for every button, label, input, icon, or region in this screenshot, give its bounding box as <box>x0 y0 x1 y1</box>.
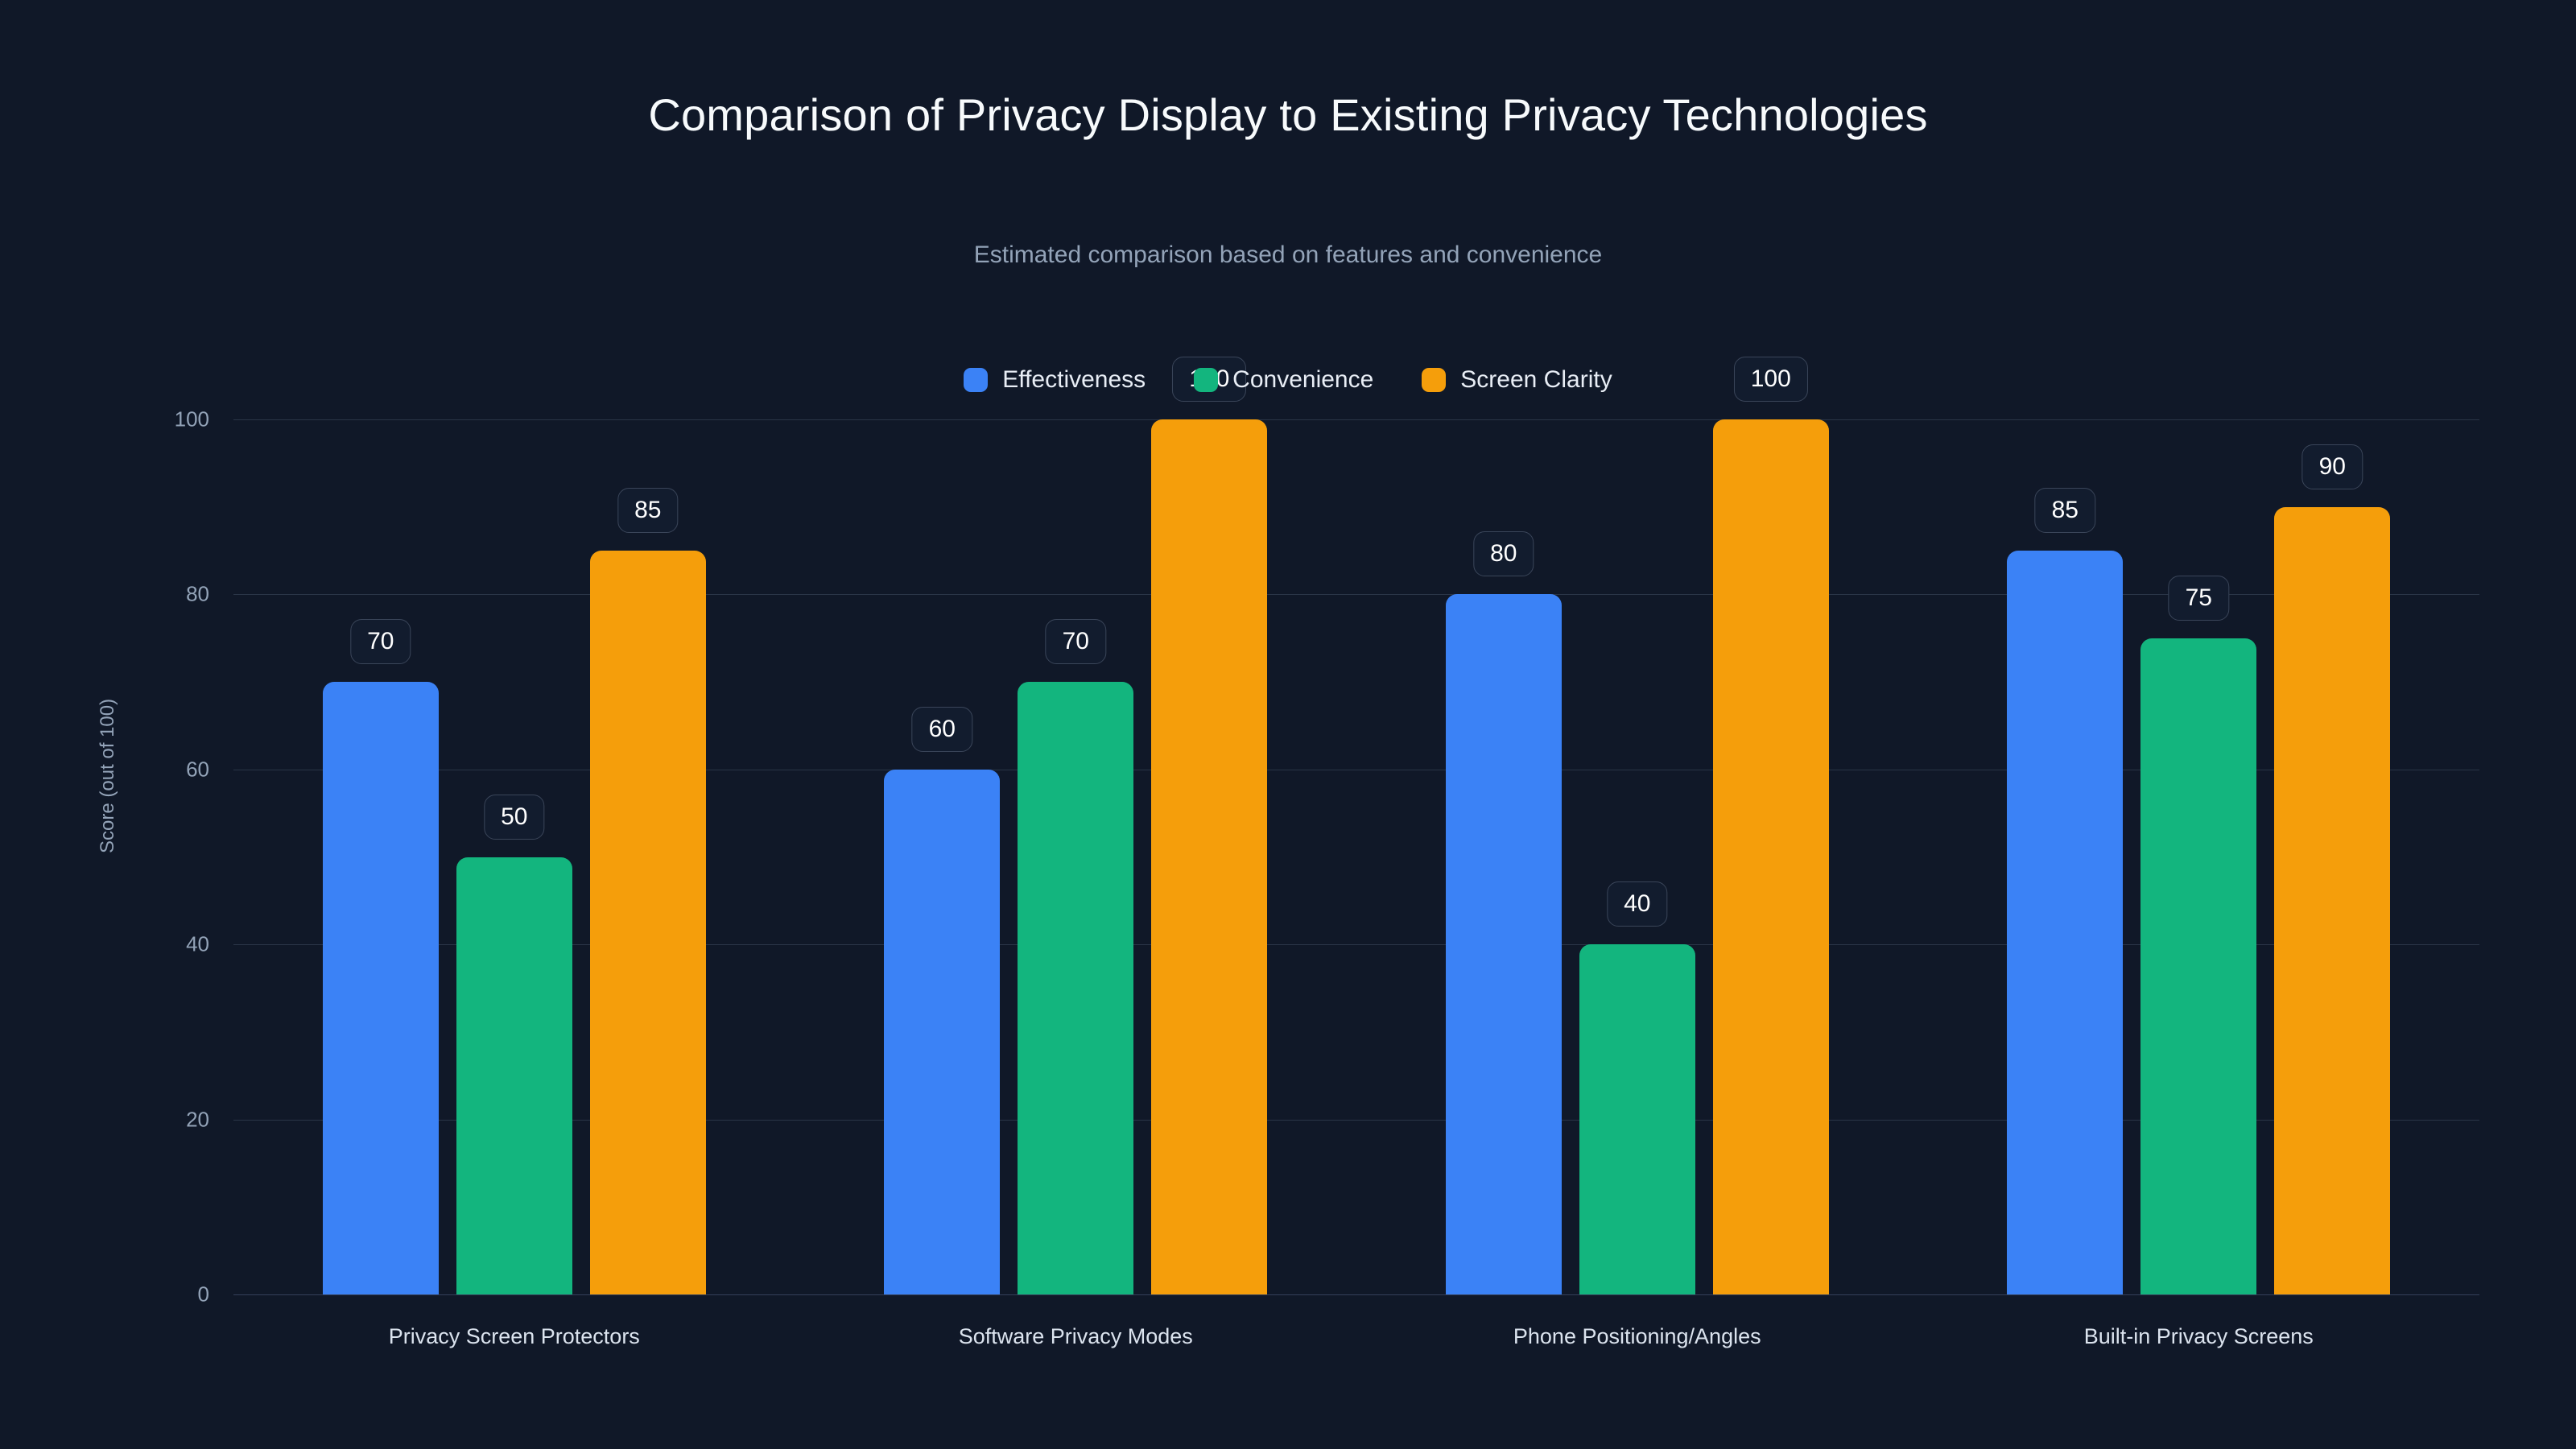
bar-effectiveness[interactable] <box>1445 594 1562 1294</box>
legend-swatch-icon <box>1422 368 1447 392</box>
data-label-badge: 75 <box>2168 575 2229 621</box>
x-axis-category-label: Software Privacy Modes <box>958 1324 1193 1348</box>
y-axis-tick-label: 60 <box>186 757 209 782</box>
legend-item-screen-clarity[interactable]: Screen Clarity <box>1422 366 1612 394</box>
legend-swatch-icon <box>1194 368 1219 392</box>
y-axis-tick-label: 100 <box>174 407 209 431</box>
data-label-badge: 40 <box>1607 881 1668 927</box>
data-label-badge: 100 <box>1733 357 1808 402</box>
legend-swatch-icon <box>964 368 989 392</box>
gridline <box>233 944 2479 946</box>
bar-screen-clarity[interactable] <box>2274 506 2391 1294</box>
bar-screen-clarity[interactable] <box>1151 419 1268 1294</box>
bar-effectiveness[interactable] <box>2007 551 2124 1294</box>
gridline <box>233 419 2479 420</box>
legend-item-label: Screen Clarity <box>1460 366 1612 393</box>
data-label-badge: 50 <box>484 794 545 840</box>
data-label-badge: 80 <box>1473 531 1534 577</box>
data-label-badge: 85 <box>617 488 679 534</box>
bar-convenience[interactable] <box>456 857 572 1294</box>
x-axis-category-label: Phone Positioning/Angles <box>1513 1324 1761 1348</box>
bar-convenience[interactable] <box>1579 944 1695 1294</box>
bar-screen-clarity[interactable] <box>589 551 706 1294</box>
y-axis-tick-label: 80 <box>186 581 209 606</box>
bar-convenience[interactable] <box>2140 638 2257 1294</box>
bar-screen-clarity[interactable] <box>1712 419 1829 1294</box>
data-label-badge: 70 <box>1045 619 1106 665</box>
plot-area <box>233 419 2479 1295</box>
bar-convenience[interactable] <box>1018 682 1134 1294</box>
legend-item-label: Convenience <box>1232 366 1374 393</box>
chart-title: Comparison of Privacy Display to Existin… <box>648 89 1928 140</box>
gridline <box>233 1119 2479 1121</box>
data-label-badge: 85 <box>2034 488 2095 534</box>
y-axis-title: Score (out of 100) <box>97 698 118 853</box>
chart-legend: Effectiveness Convenience Screen Clarity <box>0 366 2576 394</box>
y-axis-tick-label: 40 <box>186 931 209 956</box>
legend-item-label: Effectiveness <box>1002 366 1146 393</box>
chart-subtitle: Estimated comparison based on features a… <box>973 242 1603 268</box>
x-axis-category-label: Privacy Screen Protectors <box>388 1324 640 1348</box>
gridline <box>233 594 2479 596</box>
bar-effectiveness[interactable] <box>322 682 439 1294</box>
bar-effectiveness[interactable] <box>884 769 1001 1294</box>
data-label-badge: 90 <box>2301 444 2363 489</box>
gridline <box>233 1294 2479 1295</box>
y-axis-tick-label: 20 <box>186 1107 209 1132</box>
data-label-badge: 70 <box>350 619 411 665</box>
legend-item-convenience[interactable]: Convenience <box>1194 366 1373 394</box>
x-axis-category-label: Built-in Privacy Screens <box>2083 1324 2314 1348</box>
data-label-badge: 60 <box>911 706 972 752</box>
y-axis-tick-label: 0 <box>197 1282 209 1307</box>
legend-item-effectiveness[interactable]: Effectiveness <box>964 366 1146 394</box>
